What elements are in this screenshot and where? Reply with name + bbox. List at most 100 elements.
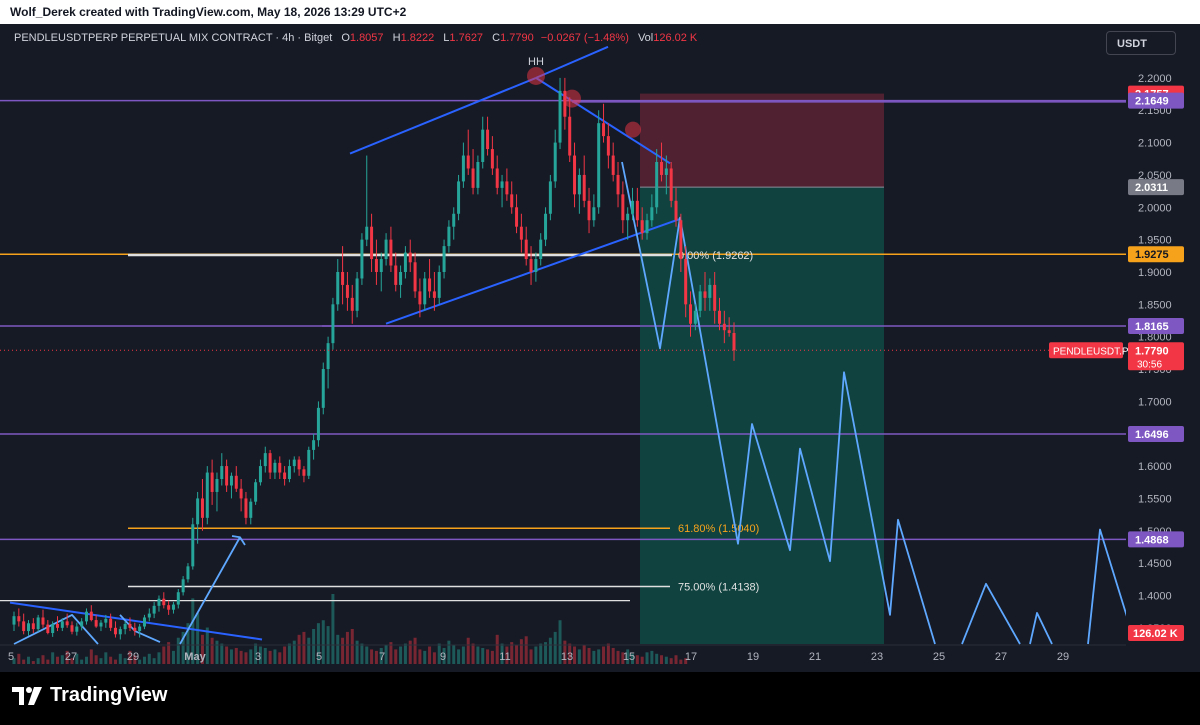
volume-bar (452, 645, 456, 664)
candle-body (558, 90, 562, 143)
volume-bar (229, 649, 233, 664)
legend-close: 1.7790 (500, 32, 534, 44)
volume-bar (408, 640, 412, 664)
volume-bar (394, 649, 398, 664)
currency-button[interactable]: USDT (1106, 31, 1176, 55)
volume-bar (679, 659, 683, 664)
x-tick-label: 15 (623, 651, 635, 663)
candle-body (171, 604, 175, 610)
lower-channel-line (385, 217, 681, 325)
volume-bar (307, 637, 311, 664)
price-chart[interactable]: 0.00% (1.9262) 61.80% (1.5040) 75.00% (1.4… (0, 24, 1200, 672)
volume-bar (355, 640, 359, 664)
volume-bar (626, 649, 630, 664)
volume-bar (544, 642, 548, 664)
volume-bar (191, 598, 195, 664)
candle-body (70, 625, 74, 632)
volume-bar (321, 620, 325, 664)
candle-body (553, 142, 557, 182)
level-price-badge-bg (1128, 531, 1184, 548)
level-price-badge-bg (1128, 246, 1184, 263)
y-tick-label: 2.2000 (1138, 73, 1172, 85)
volume-bar (635, 655, 639, 664)
projection-path-4 (1087, 528, 1131, 645)
candle-body (302, 469, 306, 476)
candle-body (75, 626, 79, 632)
candle-body (650, 207, 654, 221)
candle-body (698, 291, 702, 311)
candle-body (471, 168, 475, 188)
volume-bar (360, 643, 364, 664)
upper-channel-extension (535, 45, 609, 79)
candle-body (278, 462, 282, 473)
level-price-badge: 1.6496 (1135, 429, 1169, 441)
candle-body (616, 174, 620, 195)
volume-bar (432, 652, 436, 664)
y-tick-label: 1.5500 (1138, 493, 1172, 505)
volume-bar (210, 637, 214, 664)
candle-body (519, 226, 523, 240)
high-marker (527, 66, 545, 85)
volume-bar (89, 649, 93, 664)
volume-bar (611, 647, 615, 664)
candle-body (379, 259, 383, 272)
volume-bar (302, 631, 306, 664)
volume-bar (442, 647, 446, 664)
candle-body (234, 475, 238, 489)
high-marker (563, 89, 581, 108)
breakout-arrow-head (231, 535, 246, 546)
candle-body (394, 265, 398, 285)
volume-bar (162, 646, 166, 664)
volume-bar (292, 640, 296, 664)
candle-body (582, 174, 586, 201)
volume-bar (167, 642, 171, 664)
volume-bar (104, 652, 108, 664)
volume-bar (466, 637, 470, 664)
candle-body (568, 116, 572, 156)
x-tick-label: 13 (561, 651, 573, 663)
volume-bar (287, 643, 291, 664)
volume-bar (519, 639, 523, 664)
y-tick-label: 1.4500 (1138, 558, 1172, 570)
volume-bar (374, 650, 378, 664)
candle-body (36, 617, 40, 630)
breakout-arrow-line (179, 536, 241, 645)
tradingview-logo[interactable]: TradingView (12, 684, 167, 707)
y-tick-label: 1.7000 (1138, 396, 1172, 408)
volume-bar (457, 649, 461, 664)
x-tick-label: 11 (499, 651, 510, 663)
candle-body (316, 407, 320, 441)
volume-bar (587, 647, 591, 664)
candle-body (587, 200, 591, 221)
volume-bar (563, 640, 567, 664)
candle-body (307, 449, 311, 476)
candle-body (225, 466, 229, 486)
volume-bar (234, 647, 238, 664)
candle-body (461, 155, 465, 182)
candle-body (510, 194, 514, 208)
chart-frame[interactable]: 0.00% (1.9262) 61.80% (1.5040) 75.00% (1.4… (0, 24, 1200, 672)
level-price-badge-bg (1128, 92, 1184, 109)
upper-channel-line (349, 76, 537, 155)
candle-body (287, 466, 291, 480)
candle-body (215, 479, 219, 492)
candle-body (399, 271, 403, 285)
candle-body (403, 252, 407, 272)
volume-bar (171, 650, 175, 664)
legend-high-label: H (392, 32, 401, 44)
x-tick-label: 25 (933, 651, 945, 663)
candle-body (669, 168, 673, 201)
volume-bar (428, 646, 432, 664)
candle-body (457, 181, 461, 214)
symbol-price-label: PENDLEUSDT.P (1053, 346, 1129, 357)
x-tick-label: 17 (685, 651, 697, 663)
level-price-badge: 2.1649 (1135, 96, 1169, 108)
volume-bar (244, 652, 248, 664)
volume-bar (200, 634, 204, 664)
volume-bar (142, 656, 146, 664)
volume-bar (655, 653, 659, 664)
entry-price-badge-bg (1128, 179, 1184, 196)
candle-body (336, 271, 340, 305)
candle-body (597, 123, 601, 208)
candle-body (157, 598, 161, 606)
